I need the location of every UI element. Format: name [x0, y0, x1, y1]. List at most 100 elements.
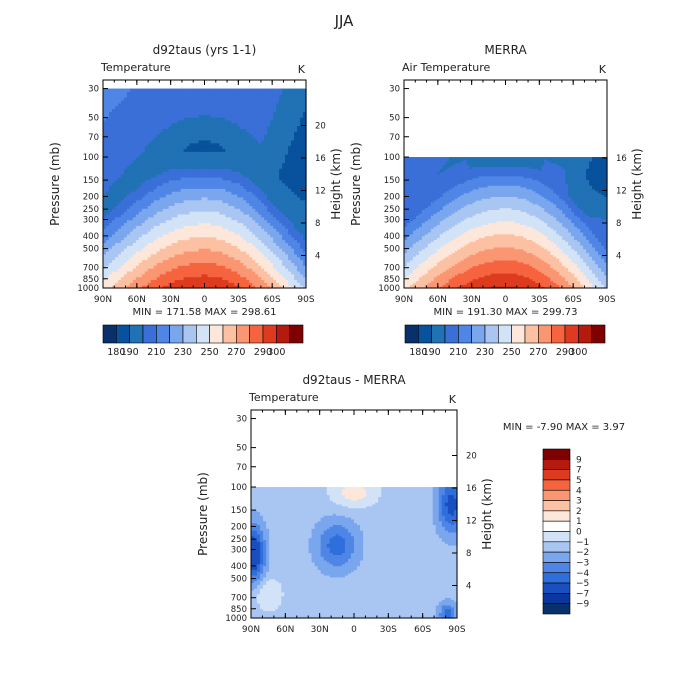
- field-cell: [186, 268, 191, 272]
- field-cell: [129, 231, 134, 235]
- field-cell: [168, 114, 173, 118]
- field-cell: [111, 94, 116, 98]
- field-cell: [174, 99, 179, 104]
- field-cell: [114, 182, 119, 187]
- field-cell: [162, 156, 167, 161]
- field-cell: [103, 199, 107, 204]
- field-cell: [138, 156, 143, 161]
- field-cell: [171, 128, 176, 132]
- field-cell: [180, 262, 185, 266]
- field-cell: [138, 119, 143, 124]
- field-cell: [114, 245, 119, 249]
- field-cell: [129, 268, 134, 272]
- field-cell: [183, 273, 188, 278]
- field-cell: [138, 225, 143, 229]
- field-cell: [168, 196, 173, 201]
- field-cell: [114, 88, 119, 93]
- field-cell: [162, 239, 167, 244]
- field-cell: [120, 174, 125, 178]
- field-cell: [120, 202, 125, 206]
- field-cell: [135, 222, 140, 226]
- field-cell: [180, 105, 185, 110]
- field-cell: [174, 128, 179, 132]
- field-cell: [150, 137, 155, 141]
- field-cell: [162, 199, 167, 204]
- field-cell: [141, 145, 146, 149]
- field-cell: [114, 248, 119, 252]
- field-cell: [111, 191, 116, 195]
- field-cell: [138, 176, 143, 181]
- field-cell: [165, 134, 170, 138]
- field-cell: [159, 276, 164, 281]
- field-cell: [147, 205, 152, 209]
- field-cell: [177, 171, 182, 175]
- field-cell: [156, 253, 161, 258]
- field-cell: [168, 239, 173, 244]
- field-cell: [174, 145, 179, 149]
- field-cell: [129, 199, 134, 204]
- field-cell: [103, 91, 107, 95]
- field-cell: [153, 270, 158, 275]
- field-cell: [114, 202, 119, 206]
- field-cell: [162, 125, 167, 130]
- field-cell: [135, 273, 140, 278]
- field-cell: [111, 179, 116, 184]
- field-cell: [114, 233, 119, 238]
- field-cell: [105, 222, 110, 226]
- field-cell: [103, 88, 107, 93]
- field-cell: [132, 188, 137, 192]
- field-cell: [114, 250, 119, 255]
- field-cell: [138, 179, 143, 184]
- field-cell: [156, 99, 161, 104]
- field-cell: [114, 193, 119, 198]
- field-cell: [111, 228, 116, 232]
- field-cell: [159, 199, 164, 204]
- field-cell: [123, 270, 128, 275]
- field-cell: [132, 137, 137, 141]
- field-cell: [138, 268, 143, 272]
- height-tick-label: 4: [315, 252, 320, 262]
- field-cell: [120, 119, 125, 124]
- field-cell: [165, 202, 170, 206]
- field-cell: [129, 151, 134, 155]
- field-cell: [135, 282, 140, 286]
- field-cell: [123, 265, 128, 269]
- field-cell: [117, 225, 122, 229]
- field-cell: [156, 185, 161, 189]
- field-cell: [105, 148, 110, 152]
- field-cell: [168, 222, 173, 226]
- field-cell: [105, 145, 110, 149]
- field-cell: [117, 111, 122, 115]
- field-cell: [141, 142, 146, 147]
- field-cell: [162, 262, 167, 266]
- field-cell: [177, 125, 182, 130]
- field-cell: [111, 97, 116, 101]
- field-cell: [165, 273, 170, 278]
- field-cell: [105, 131, 110, 135]
- field-cell: [135, 211, 140, 215]
- field-cell: [162, 236, 167, 241]
- field-cell: [117, 193, 122, 198]
- field-cell: [108, 245, 113, 249]
- field-cell: [135, 168, 140, 172]
- field-cell: [156, 122, 161, 127]
- field-cell: [114, 191, 119, 195]
- field-cell: [138, 279, 143, 283]
- field-cell: [174, 139, 179, 144]
- colorbar-swatch: [102, 324, 117, 344]
- field-cell: [141, 219, 146, 224]
- field-cell: [120, 171, 125, 175]
- field-cell: [123, 216, 128, 221]
- field-cell: [135, 117, 140, 121]
- field-cell: [147, 279, 152, 283]
- field-cell: [144, 202, 149, 206]
- field-cell: [147, 185, 152, 189]
- field-cell: [138, 108, 143, 112]
- field-cell: [159, 185, 164, 189]
- field-cell: [159, 117, 164, 121]
- field-cell: [117, 154, 122, 158]
- field-cell: [111, 253, 116, 258]
- field-cell: [138, 191, 143, 195]
- field-cell: [180, 273, 185, 278]
- field-cell: [129, 168, 134, 172]
